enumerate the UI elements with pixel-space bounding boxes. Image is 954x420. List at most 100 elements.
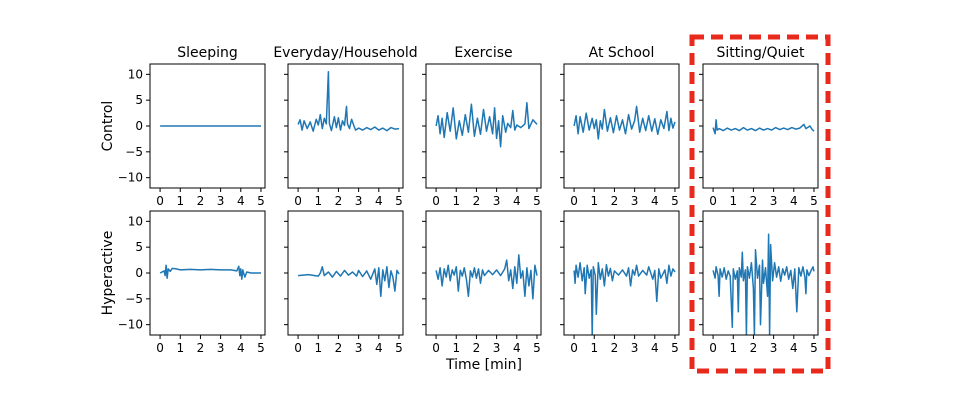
panel-control-everyday-household-xtick-label-4: 4	[375, 194, 383, 208]
panel-control-exercise-xtick-label-1: 1	[452, 194, 460, 208]
panel-hyperactive-sitting-quiet-xtick-label-4: 4	[790, 341, 798, 355]
panel-control-at-school-series-line	[573, 105, 676, 140]
panel-hyperactive-sleeping-xtick-label-4: 4	[237, 341, 245, 355]
panel-hyperactive-everyday-household-xtick-label-2: 2	[335, 341, 343, 355]
panel-hyperactive-sleeping-xtick-label-3: 3	[217, 341, 225, 355]
panel-hyperactive-sitting-quiet-xtick-label-5: 5	[810, 341, 818, 355]
panel-control-everyday-household-xtick-label-0: 0	[294, 194, 302, 208]
panel-hyperactive-sitting-quiet-series-line	[712, 233, 815, 335]
panel-hyperactive-everyday-household-xtick-label-5: 5	[395, 341, 403, 355]
panel-control-sleeping-xtick-label-4: 4	[237, 194, 245, 208]
panel-control-everyday-household-xtick-label-5: 5	[395, 194, 403, 208]
panel-hyperactive-sitting-quiet-xtick-label-1: 1	[729, 341, 737, 355]
panel-hyperactive-exercise-xtick-label-0: 0	[432, 341, 440, 355]
panel-hyperactive-at-school-xtick-label-1: 1	[590, 341, 598, 355]
panel-control-sitting-quiet-xtick-label-4: 4	[790, 194, 798, 208]
panel-control-everyday-household-xtick-label-1: 1	[314, 194, 322, 208]
panel-control-sitting-quiet-series-line	[712, 119, 815, 135]
panel-control-sitting-quiet-xtick-label-3: 3	[770, 194, 778, 208]
panel-control-at-school-xtick-label-5: 5	[671, 194, 679, 208]
panel-control-exercise-xtick-label-5: 5	[533, 194, 541, 208]
panel-control-at-school-xtick-label-3: 3	[631, 194, 639, 208]
panel-hyperactive-exercise-xtick-label-1: 1	[452, 341, 460, 355]
column-title-sitting-quiet: Sitting/Quiet	[716, 45, 805, 61]
panel-hyperactive-everyday-household-xtick-label-1: 1	[314, 341, 322, 355]
panel-control-everyday-household-series-line	[297, 71, 400, 132]
x-axis-label: Time [min]	[445, 357, 522, 373]
row-label-control: Control	[100, 101, 116, 152]
panel-hyperactive-sleeping-series-line	[159, 264, 261, 280]
panels-layer: Sleeping Everyday/Household Exercise At Sch…	[100, 45, 819, 355]
row-label-hyperactive: Hyperactive	[100, 231, 116, 316]
panel-control-sitting-quiet-xtick-label-1: 1	[729, 194, 737, 208]
panel-hyperactive-everyday-household-series-line	[298, 266, 400, 298]
panel-control-sitting-quiet-xtick-label-5: 5	[810, 194, 818, 208]
panel-hyperactive-sleeping-ytick-label--10: −10	[118, 318, 143, 332]
panel-control-sitting-quiet-xtick-label-0: 0	[709, 194, 717, 208]
panel-control-sleeping-ytick-label-5: 5	[135, 93, 143, 107]
column-title-sleeping: Sleeping	[177, 45, 238, 61]
panel-hyperactive-sleeping-ytick-label-0: 0	[135, 266, 143, 280]
panel-control-sleeping-xtick-label-3: 3	[217, 194, 225, 208]
panel-hyperactive-sleeping-xtick-label-5: 5	[257, 341, 265, 355]
column-title-at-school: At School	[589, 45, 655, 61]
panel-control-sleeping-ytick-label--5: −5	[125, 145, 143, 159]
panel-hyperactive-sitting-quiet-xtick-label-3: 3	[770, 341, 778, 355]
panel-hyperactive-at-school-xtick-label-0: 0	[570, 341, 578, 355]
panel-hyperactive-exercise-xtick-label-5: 5	[533, 341, 541, 355]
panel-control-sleeping-xtick-label-2: 2	[197, 194, 205, 208]
panel-control-everyday-household-xtick-label-3: 3	[355, 194, 363, 208]
panel-hyperactive-at-school-series-line	[573, 261, 676, 335]
panel-control-sleeping-xtick-label-0: 0	[156, 194, 164, 208]
panel-control-sleeping-ytick-label--10: −10	[118, 171, 143, 185]
panel-control-exercise-series-line	[435, 102, 538, 148]
panel-hyperactive-exercise-xtick-label-3: 3	[493, 341, 501, 355]
panel-control-everyday-household-xtick-label-2: 2	[335, 194, 343, 208]
panel-hyperactive-sitting-quiet-xtick-label-2: 2	[750, 341, 758, 355]
panel-hyperactive-exercise-xtick-label-4: 4	[513, 341, 521, 355]
panel-control-exercise-xtick-label-3: 3	[493, 194, 501, 208]
panel-hyperactive-everyday-household-xtick-label-4: 4	[375, 341, 383, 355]
panel-hyperactive-sleeping-xtick-label-2: 2	[197, 341, 205, 355]
panel-hyperactive-at-school-xtick-label-2: 2	[611, 341, 619, 355]
panel-hyperactive-sleeping-ytick-label--5: −5	[125, 292, 143, 306]
panel-hyperactive-sleeping-xtick-label-1: 1	[176, 341, 184, 355]
panel-hyperactive-everyday-household-xtick-label-0: 0	[294, 341, 302, 355]
panel-control-sitting-quiet-frame	[702, 63, 819, 189]
panel-control-everyday-household-frame	[287, 63, 404, 189]
panel-hyperactive-sleeping-xtick-label-0: 0	[156, 341, 164, 355]
panel-control-at-school-xtick-label-1: 1	[590, 194, 598, 208]
panel-control-at-school-xtick-label-2: 2	[611, 194, 619, 208]
panel-control-exercise-xtick-label-4: 4	[513, 194, 521, 208]
panel-control-sleeping-xtick-label-5: 5	[257, 194, 265, 208]
panel-control-sleeping-ytick-label-10: 10	[128, 67, 143, 81]
highlight-box	[689, 34, 831, 374]
panel-hyperactive-at-school-xtick-label-3: 3	[631, 341, 639, 355]
panel-control-at-school-xtick-label-0: 0	[570, 194, 578, 208]
column-title-exercise: Exercise	[454, 45, 512, 61]
panel-control-sitting-quiet-xtick-label-2: 2	[750, 194, 758, 208]
panel-control-exercise-xtick-label-0: 0	[432, 194, 440, 208]
panel-control-sleeping-xtick-label-1: 1	[176, 194, 184, 208]
panel-control-exercise-xtick-label-2: 2	[473, 194, 481, 208]
panel-control-at-school-xtick-label-4: 4	[651, 194, 659, 208]
panel-hyperactive-exercise-xtick-label-2: 2	[473, 341, 481, 355]
panel-hyperactive-exercise-series-line	[435, 254, 538, 300]
panel-hyperactive-at-school-xtick-label-5: 5	[671, 341, 679, 355]
column-title-everyday-household: Everyday/Household	[273, 45, 417, 61]
panel-hyperactive-sleeping-ytick-label-5: 5	[135, 240, 143, 254]
panel-hyperactive-sitting-quiet-xtick-label-0: 0	[709, 341, 717, 355]
panel-hyperactive-everyday-household-xtick-label-3: 3	[355, 341, 363, 355]
panel-hyperactive-sleeping-ytick-label-10: 10	[128, 214, 143, 228]
